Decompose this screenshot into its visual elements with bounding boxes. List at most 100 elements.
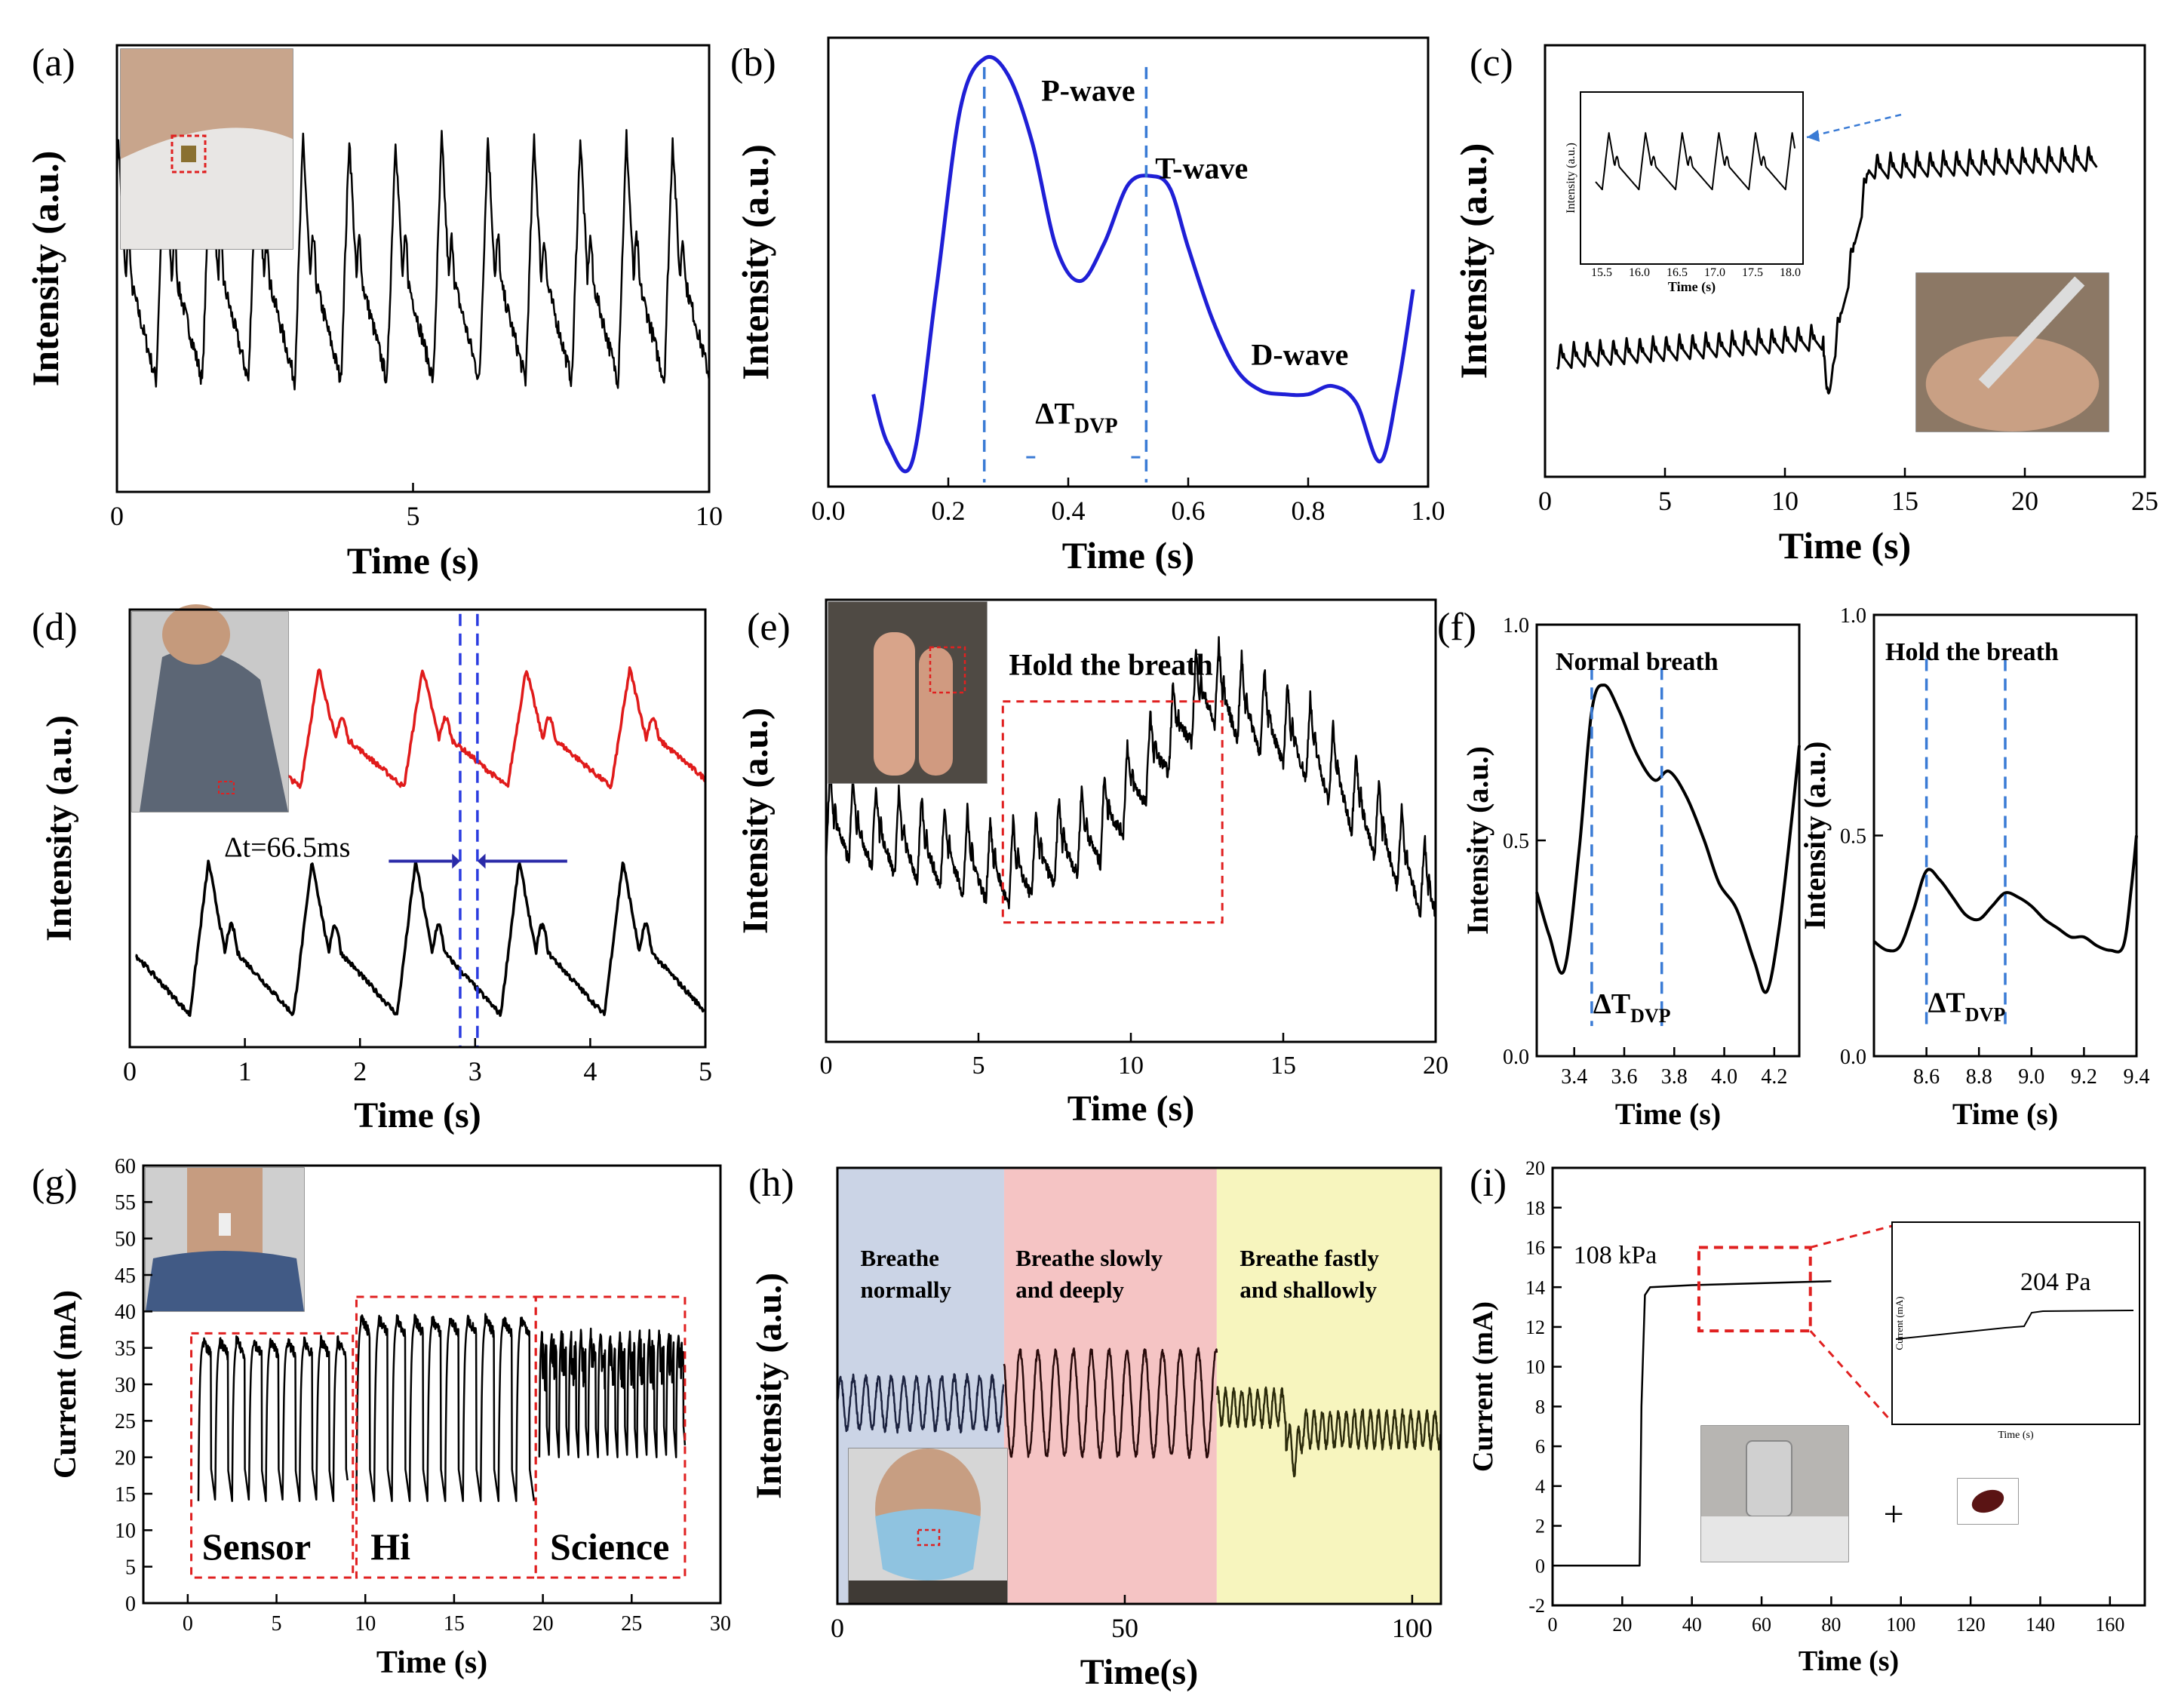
region-label: normally <box>860 1276 951 1303</box>
y-tick-label: 45 <box>115 1264 136 1288</box>
panel-label: (e) <box>747 606 791 649</box>
y-tick-label: 8 <box>1535 1396 1545 1418</box>
x-tick-label: 10 <box>1118 1052 1144 1080</box>
y-tick-label: 1.0 <box>1840 604 1866 628</box>
x-tick-label: 9.4 <box>2124 1065 2150 1089</box>
y-tick-label: -2 <box>1528 1595 1545 1617</box>
x-tick-label: 20 <box>1612 1614 1632 1636</box>
x-tick-label: 40 <box>1682 1614 1702 1636</box>
mask-sensor-photo <box>848 1448 1008 1604</box>
y-tick-label: 5 <box>125 1556 136 1579</box>
axes-frame <box>1535 623 1801 1058</box>
x-tick-label: 10 <box>355 1612 376 1636</box>
annotation-delta-t: ΔTDVP <box>1928 988 2006 1026</box>
shirt <box>849 1581 1007 1603</box>
bean <box>1971 1489 2004 1513</box>
y-tick-label: 0.5 <box>1503 830 1529 853</box>
panel-label: (c) <box>1470 41 1513 84</box>
panel-label: (f) <box>1437 606 1476 649</box>
sensor-box <box>218 781 235 794</box>
annotation-p-wave: P-wave <box>1041 73 1135 107</box>
panel-f1: 3.4 3.6 3.8 4.0 4.2 0.0 0.5 1.0 Time (s) Intensit… <box>1461 614 1801 1131</box>
x-tick-label: 140 <box>2026 1614 2055 1636</box>
segment-label: Hi <box>370 1525 410 1568</box>
x-tick-label: 3.8 <box>1661 1065 1688 1089</box>
x-tick-label: 30 <box>710 1612 731 1636</box>
inset-x-axis-label: Time (s) <box>1998 1430 2034 1441</box>
series-line <box>1556 144 2098 395</box>
x-tick-label: 3.4 <box>1561 1065 1587 1089</box>
x-tick-label: 120 <box>1956 1614 1986 1636</box>
axes-frame <box>1551 1166 2146 1607</box>
finger <box>919 647 953 776</box>
x-axis-label: Time (s) <box>1062 534 1194 576</box>
inset-x-tick-label: 15.5 <box>1591 266 1612 279</box>
x-tick-label: 100 <box>1392 1613 1433 1643</box>
inset-series-line <box>1895 1310 2134 1340</box>
panel-label: (i) <box>1470 1162 1507 1205</box>
x-tick-label: 20 <box>533 1612 554 1636</box>
weight <box>1746 1440 1792 1517</box>
panel-label: (a) <box>32 41 75 84</box>
wrist <box>1925 336 2100 432</box>
annotation-delta-t: ΔTDVP <box>1035 397 1117 438</box>
y-axis-label: Intensity (a.u.) <box>734 144 776 380</box>
x-tick-label: 25 <box>2131 486 2158 516</box>
series-line <box>871 55 1415 474</box>
y-tick-label: 50 <box>115 1227 136 1251</box>
panel-label: (g) <box>32 1162 78 1205</box>
y-tick-label: 4 <box>1535 1476 1545 1498</box>
x-tick-label: 20 <box>1423 1052 1448 1080</box>
y-tick-label: 0 <box>125 1593 136 1616</box>
panel-f2: 8.6 8.8 9.0 9.2 9.4 0.0 0.5 1.0 Time (s) Intensit… <box>1798 604 2150 1131</box>
y-tick-label: 20 <box>1525 1157 1545 1179</box>
panel-label: (d) <box>32 606 78 649</box>
y-tick-label: 16 <box>1525 1237 1545 1259</box>
inset-frame <box>1580 91 1804 265</box>
x-tick-label: 0 <box>183 1612 193 1636</box>
x-tick-label: 0.4 <box>1052 496 1086 526</box>
panel-d: 0 1 2 3 4 5 Time (s) Intensity (a.u.) Δt=66.5ms <box>39 604 712 1135</box>
x-tick-label: 20 <box>2011 486 2038 516</box>
segment-box <box>534 1295 687 1579</box>
axes-frame <box>827 36 1430 488</box>
series-line <box>197 1335 349 1502</box>
x-tick-label: 1.0 <box>1412 496 1445 526</box>
y-tick-label: 6 <box>1535 1436 1545 1458</box>
y-axis-label: Current (mA) <box>1467 1301 1499 1472</box>
y-tick-label: 40 <box>115 1301 136 1324</box>
finger <box>874 632 915 776</box>
plot-area <box>145 1167 687 1579</box>
x-tick-label: 0 <box>123 1056 137 1086</box>
sensor <box>219 1213 231 1236</box>
x-axis-label: Time(s) <box>1080 1652 1198 1692</box>
y-axis-label: Intensity (a.u.) <box>736 708 776 934</box>
x-tick-label: 80 <box>1821 1614 1841 1636</box>
region-label: Breathe slowly <box>1015 1245 1163 1271</box>
x-tick-label: 100 <box>1886 1614 1915 1636</box>
inset-x-tick-label: 16.0 <box>1629 266 1650 279</box>
x-tick-label: 5 <box>699 1056 712 1086</box>
x-axis-label: Time (s) <box>1779 524 1911 567</box>
x-tick-label: 5 <box>1658 486 1672 516</box>
y-tick-label: 60 <box>115 1155 136 1178</box>
inset-x-tick-label: 17.5 <box>1742 266 1763 279</box>
x-tick-label: 8.8 <box>1966 1065 1992 1089</box>
annotation-delta-t: ΔTDVP <box>1593 988 1671 1027</box>
series-line <box>1553 1280 1832 1567</box>
inset-x-tick-label: 16.5 <box>1666 266 1688 279</box>
x-axis-label: Time (s) <box>1952 1097 2058 1131</box>
panel-title: Hold the breath <box>1885 638 2059 666</box>
y-tick-label: 10 <box>115 1519 136 1543</box>
syringe <box>1978 276 2085 389</box>
region-label: and shallowly <box>1239 1276 1377 1303</box>
axes-frame <box>1544 44 2146 478</box>
y-tick-label: 2 <box>1535 1516 1545 1538</box>
y-tick-label: 15 <box>115 1483 136 1507</box>
subscript: DVP <box>1630 1005 1671 1027</box>
x-tick-label: 3 <box>468 1056 482 1086</box>
shirt <box>146 1251 304 1311</box>
weight-sensor-photo <box>1700 1425 1849 1562</box>
x-tick-label: 4 <box>583 1056 597 1086</box>
series-line <box>836 1372 1005 1434</box>
